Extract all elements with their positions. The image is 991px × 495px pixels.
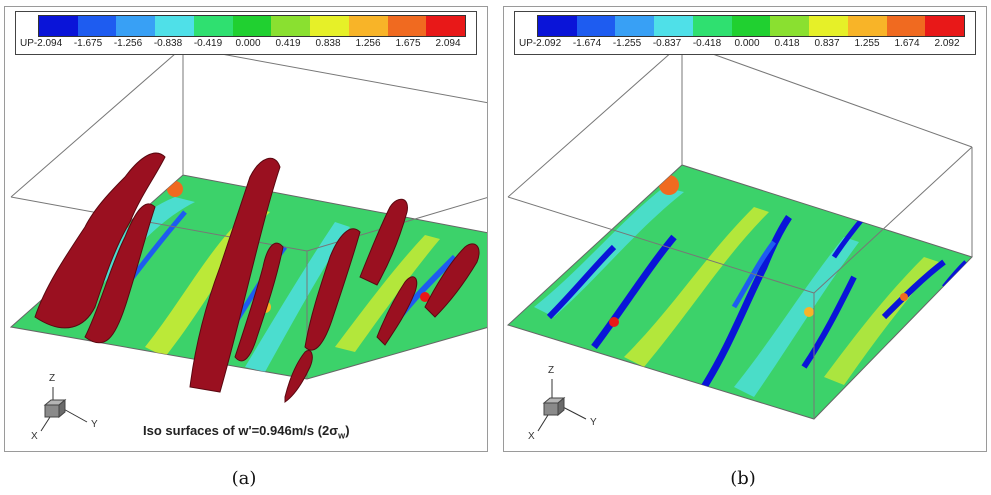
colorbar-labels: UP -2.092 -1.674 -1.255 -0.837 -0.418 0.… (519, 38, 969, 52)
tick-label: 0.000 (235, 38, 261, 49)
swatch-2 (576, 16, 616, 36)
swatch-11 (925, 16, 965, 36)
tick-label: 1.256 (355, 38, 381, 49)
swatch-10 (886, 16, 926, 36)
tick-label: -0.419 (193, 38, 223, 49)
colorbar-a: UP -2.094 -1.675 -1.256 -0.838 -0.419 0.… (15, 11, 477, 55)
axis-label-z: Z (49, 373, 56, 384)
swatch-10 (387, 16, 427, 36)
swatch-6 (731, 16, 771, 36)
colorbar-swatches (537, 15, 965, 37)
colorbar-b: UP -2.092 -1.674 -1.255 -0.837 -0.418 0.… (514, 11, 976, 55)
axis-label-y: Y (590, 417, 597, 428)
floor-field-pattern (534, 175, 968, 397)
colorbar-variable: UP (519, 38, 533, 49)
tick-label: -1.675 (73, 38, 103, 49)
swatch-4 (155, 16, 194, 36)
axis-label-y: Y (91, 419, 98, 430)
tick-label: 2.094 (435, 38, 461, 49)
swatch-3 (116, 16, 156, 36)
iso-surfaces (34, 152, 480, 403)
tick-label: -0.837 (652, 38, 682, 49)
axis-triad (537, 379, 587, 432)
tick-label: -2.094 (33, 38, 63, 49)
colorbar-swatches (38, 15, 466, 37)
swatch-8 (310, 16, 349, 36)
swatch-9 (847, 16, 887, 36)
tick-label: 0.418 (774, 38, 800, 49)
tick-label: -0.838 (153, 38, 183, 49)
swatch-7 (271, 16, 311, 36)
swatch-4 (654, 16, 693, 36)
tick-label: -2.092 (532, 38, 562, 49)
axis-label-x: X (528, 431, 535, 442)
swatch-5 (692, 16, 732, 36)
swatch-9 (348, 16, 388, 36)
tick-label: 1.255 (854, 38, 880, 49)
tick-label: 0.000 (734, 38, 760, 49)
tick-label: -0.418 (692, 38, 722, 49)
swatch-8 (809, 16, 848, 36)
panel-a: UP -2.094 -1.675 -1.256 -0.838 -0.419 0.… (4, 6, 488, 452)
swatch-3 (615, 16, 655, 36)
tick-label: 0.837 (814, 38, 840, 49)
colorbar-labels: UP -2.094 -1.675 -1.256 -0.838 -0.419 0.… (20, 38, 470, 52)
swatch-7 (770, 16, 810, 36)
tick-label: -1.256 (113, 38, 143, 49)
iso-annotation-main: Iso surfaces of w'=0.946m/s (2σ (143, 423, 339, 438)
swatch-11 (426, 16, 466, 36)
iso-surface-annotation: Iso surfaces of w'=0.946m/s (2σw) (143, 423, 350, 441)
panel-a-scene (9, 46, 487, 432)
iso-annotation-end: ) (345, 423, 350, 438)
swatch-6 (232, 16, 272, 36)
tick-label: -1.255 (612, 38, 642, 49)
swatch-1 (538, 16, 577, 36)
axis-label-x: X (31, 431, 38, 442)
iso-annotation-sub: w (338, 430, 346, 441)
caption-a: (a) (231, 468, 257, 489)
axis-triad (40, 387, 88, 432)
tick-label: 0.419 (275, 38, 301, 49)
colorbar-variable: UP (20, 38, 34, 49)
tick-label: 1.675 (395, 38, 421, 49)
tick-label: -1.674 (572, 38, 602, 49)
tick-label: 0.838 (315, 38, 341, 49)
swatch-5 (193, 16, 233, 36)
tick-label: 1.674 (894, 38, 920, 49)
bounding-box (507, 42, 973, 419)
swatch-1 (39, 16, 78, 36)
panel-b-scene (507, 42, 973, 432)
swatch-2 (77, 16, 117, 36)
tick-label: 2.092 (934, 38, 960, 49)
axis-label-z: Z (548, 365, 555, 376)
caption-b: (b) (730, 468, 756, 489)
panel-b: UP -2.092 -1.674 -1.255 -0.837 -0.418 0.… (503, 6, 987, 452)
